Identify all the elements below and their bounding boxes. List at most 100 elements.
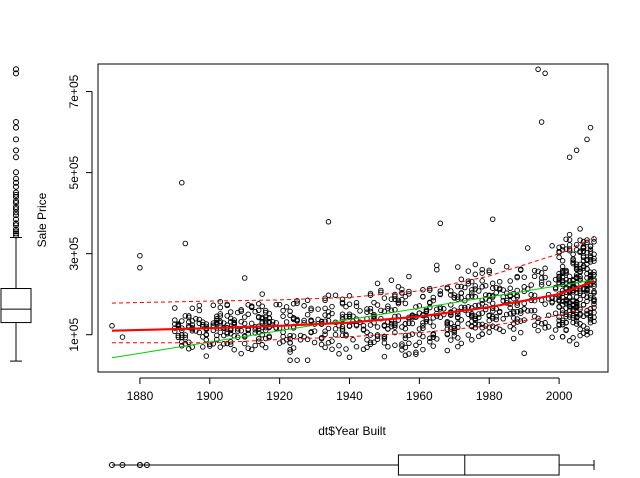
data-point (563, 305, 569, 311)
x-box-outlier (143, 462, 150, 468)
data-point (563, 313, 569, 320)
data-point (448, 326, 454, 332)
y-box-outlier (13, 183, 19, 190)
data-point (301, 334, 307, 340)
data-point (444, 347, 451, 354)
data-point (570, 297, 576, 304)
data-point (427, 287, 433, 293)
data-point (489, 323, 496, 329)
data-point (221, 332, 227, 339)
data-point (175, 334, 182, 341)
data-point (252, 342, 258, 349)
data-point (472, 313, 479, 319)
data-point (119, 334, 126, 340)
x-box-iqr (397, 454, 560, 476)
data-point (241, 340, 248, 347)
data-point (238, 308, 244, 315)
data-point (573, 309, 580, 315)
data-point (538, 282, 545, 288)
data-point (566, 154, 573, 160)
data-point (413, 351, 419, 357)
data-point (322, 328, 328, 334)
data-point (248, 303, 255, 309)
data-point (469, 293, 475, 299)
data-point (339, 332, 346, 339)
data-point (420, 322, 426, 329)
data-point (227, 318, 234, 325)
data-point (580, 254, 587, 261)
data-point (287, 312, 293, 319)
data-point (469, 312, 475, 319)
data-point (479, 321, 485, 328)
data-point (217, 344, 224, 350)
data-point (584, 325, 590, 332)
data-point (221, 341, 227, 347)
data-point (479, 278, 485, 284)
data-point (196, 316, 203, 323)
data-point (332, 292, 339, 298)
data-point (339, 316, 346, 323)
y-tick-label: 5e+05 (67, 155, 81, 189)
data-point (413, 349, 419, 356)
data-point (367, 341, 374, 347)
data-point (196, 302, 203, 309)
data-point (262, 344, 269, 351)
data-point (217, 298, 224, 305)
data-point (591, 269, 597, 275)
data-point (455, 320, 461, 327)
data-point (584, 249, 590, 256)
data-point (378, 307, 384, 314)
data-point (385, 344, 391, 350)
data-point (580, 292, 587, 299)
data-point (322, 344, 328, 351)
data-point (175, 332, 182, 339)
data-point (381, 353, 388, 360)
data-point (318, 341, 325, 348)
data-point (531, 273, 538, 280)
data-point (489, 280, 496, 287)
data-point (542, 265, 548, 272)
data-point (465, 278, 472, 284)
data-point (489, 258, 496, 264)
data-point (507, 304, 513, 311)
data-point (458, 276, 465, 283)
x-box-outlier (119, 462, 126, 468)
data-point (420, 325, 426, 331)
data-point (210, 302, 217, 309)
data-point (311, 339, 318, 346)
data-point (472, 283, 479, 289)
data-point (374, 302, 381, 308)
data-point (455, 296, 461, 302)
data-point (510, 326, 517, 332)
data-point (455, 315, 461, 321)
data-point (591, 236, 597, 242)
y-axis-label: Sale Price (35, 192, 49, 247)
data-point (538, 275, 545, 281)
data-point (182, 240, 189, 247)
data-point (339, 323, 346, 330)
data-point (587, 256, 594, 263)
data-point (591, 239, 597, 245)
x-tick-label: 1960 (406, 389, 433, 403)
data-point (448, 337, 454, 343)
data-point (395, 300, 402, 307)
data-point (399, 286, 405, 293)
data-point (395, 283, 402, 290)
data-point (217, 313, 224, 319)
data-point (566, 338, 573, 344)
y-box-outlier (13, 175, 19, 182)
data-point (409, 320, 416, 327)
data-point (283, 319, 290, 325)
data-point (367, 305, 374, 312)
data-point (388, 277, 395, 283)
data-point (552, 327, 559, 333)
data-point (287, 340, 293, 346)
data-point (245, 345, 251, 351)
data-point (479, 266, 485, 273)
data-point (503, 297, 510, 304)
data-point (573, 274, 580, 280)
data-point (423, 318, 430, 325)
data-point (531, 267, 538, 274)
data-point (584, 239, 590, 246)
